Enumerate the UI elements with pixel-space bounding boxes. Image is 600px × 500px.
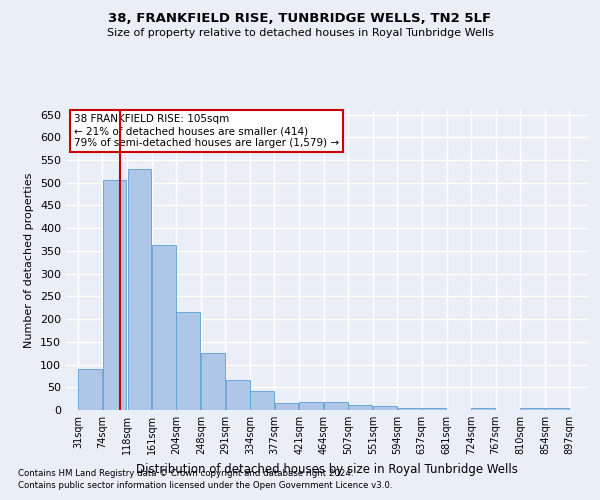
Bar xyxy=(324,402,348,410)
Bar xyxy=(78,369,102,410)
Text: Size of property relative to detached houses in Royal Tunbridge Wells: Size of property relative to detached ho… xyxy=(107,28,493,38)
X-axis label: Distribution of detached houses by size in Royal Tunbridge Wells: Distribution of detached houses by size … xyxy=(136,462,518,475)
Bar xyxy=(275,402,298,410)
Bar xyxy=(128,169,151,410)
Bar xyxy=(472,408,495,410)
Bar xyxy=(545,408,569,410)
Text: 38 FRANKFIELD RISE: 105sqm
← 21% of detached houses are smaller (414)
79% of sem: 38 FRANKFIELD RISE: 105sqm ← 21% of deta… xyxy=(74,114,339,148)
Bar xyxy=(250,391,274,410)
Bar xyxy=(103,180,127,410)
Bar xyxy=(422,408,446,410)
Text: 38, FRANKFIELD RISE, TUNBRIDGE WELLS, TN2 5LF: 38, FRANKFIELD RISE, TUNBRIDGE WELLS, TN… xyxy=(109,12,491,26)
Bar xyxy=(520,408,544,410)
Bar xyxy=(152,246,176,410)
Bar xyxy=(348,405,372,410)
Bar xyxy=(299,402,323,410)
Text: Contains HM Land Registry data © Crown copyright and database right 2024.: Contains HM Land Registry data © Crown c… xyxy=(18,468,353,477)
Text: Contains public sector information licensed under the Open Government Licence v3: Contains public sector information licen… xyxy=(18,481,392,490)
Bar xyxy=(226,380,250,410)
Bar xyxy=(373,406,397,410)
Bar xyxy=(202,353,225,410)
Y-axis label: Number of detached properties: Number of detached properties xyxy=(25,172,34,348)
Bar xyxy=(176,312,200,410)
Bar xyxy=(398,408,421,410)
